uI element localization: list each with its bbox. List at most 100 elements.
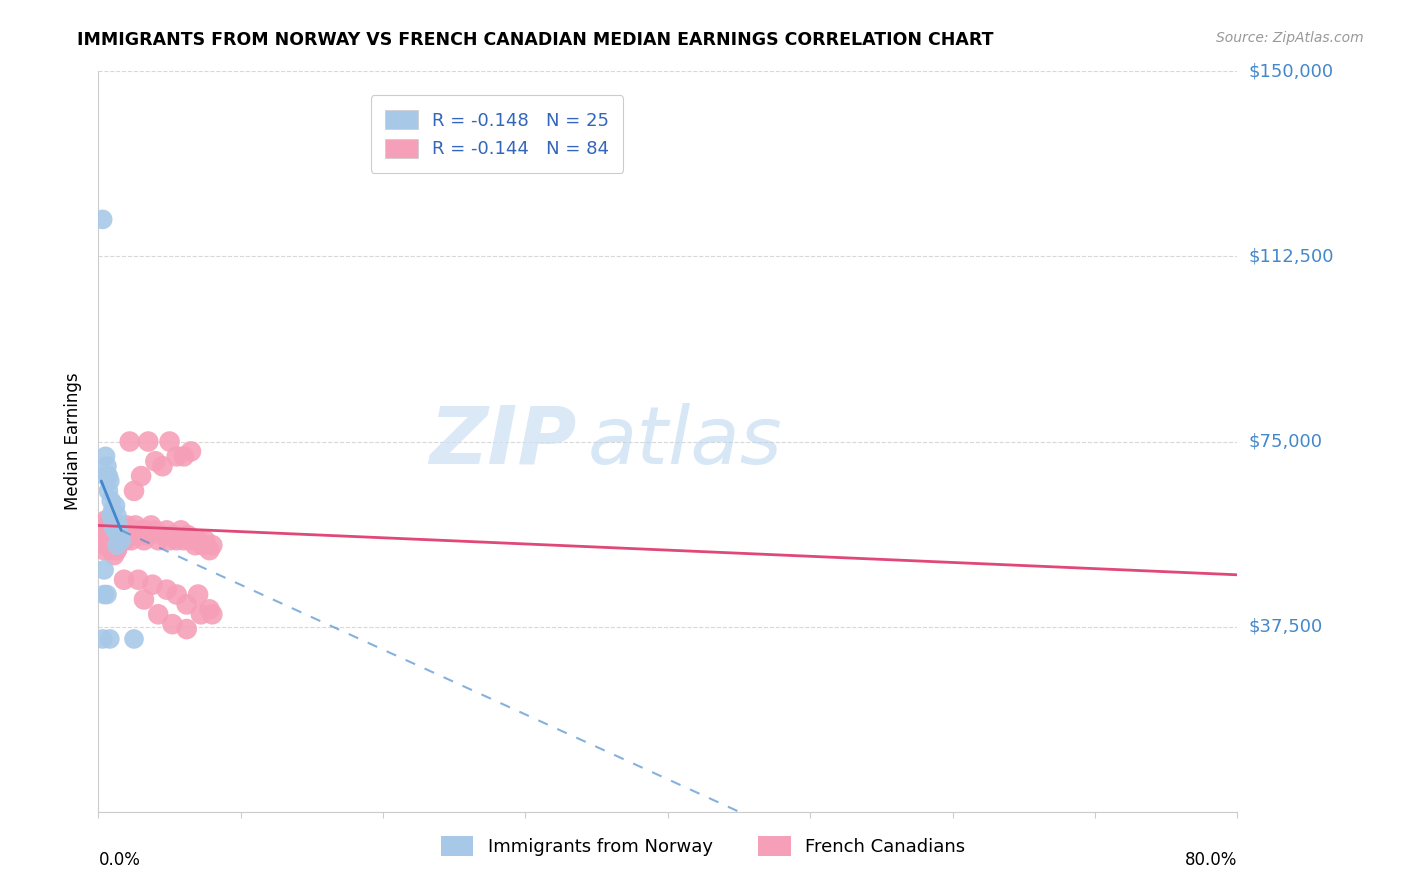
Point [162, 617, 184, 632]
Point [118, 524, 141, 538]
Point [166, 588, 188, 602]
Point [170, 524, 193, 538]
Point [132, 592, 155, 607]
Point [93, 588, 115, 602]
Point [101, 503, 124, 517]
Point [93, 524, 115, 538]
Point [104, 533, 127, 548]
Point [180, 444, 202, 458]
Point [97, 518, 120, 533]
Point [148, 533, 170, 548]
Point [176, 598, 198, 612]
Point [94, 538, 117, 552]
Point [159, 533, 181, 548]
Point [103, 514, 125, 528]
Point [91, 632, 114, 646]
Point [132, 533, 155, 548]
Point [104, 499, 127, 513]
Point [190, 607, 212, 622]
Point [156, 524, 179, 538]
Point [112, 524, 135, 538]
Point [98, 474, 121, 488]
Point [191, 538, 214, 552]
Text: $75,000: $75,000 [1249, 433, 1323, 450]
Point [145, 524, 167, 538]
Point [173, 533, 195, 548]
Point [177, 528, 200, 542]
Point [100, 493, 122, 508]
Point [94, 469, 117, 483]
Text: IMMIGRANTS FROM NORWAY VS FRENCH CANADIAN MEDIAN EARNINGS CORRELATION CHART: IMMIGRANTS FROM NORWAY VS FRENCH CANADIA… [77, 31, 994, 49]
Point [124, 518, 146, 533]
Point [101, 528, 124, 542]
Point [105, 543, 128, 558]
Point [145, 454, 167, 468]
Point [129, 469, 152, 483]
Point [90, 524, 112, 538]
Point [148, 607, 170, 622]
Point [198, 543, 221, 558]
Point [129, 524, 152, 538]
Point [100, 543, 122, 558]
Point [97, 483, 120, 498]
Point [166, 450, 188, 464]
Point [98, 533, 121, 548]
Point [120, 533, 142, 548]
Point [152, 459, 174, 474]
Point [139, 518, 162, 533]
Point [122, 483, 145, 498]
Point [97, 469, 120, 483]
Text: $112,500: $112,500 [1249, 247, 1334, 266]
Point [114, 533, 136, 548]
Point [111, 528, 134, 542]
Text: 0.0%: 0.0% [98, 851, 141, 869]
Text: 80.0%: 80.0% [1185, 851, 1237, 869]
Point [118, 434, 141, 449]
Point [104, 524, 127, 538]
Point [166, 533, 188, 548]
Point [96, 588, 118, 602]
Point [103, 548, 125, 562]
Point [117, 528, 139, 542]
Point [104, 518, 127, 533]
Point [93, 563, 115, 577]
Point [96, 533, 118, 548]
Point [110, 533, 132, 548]
Point [141, 577, 163, 591]
Point [173, 450, 195, 464]
Point [100, 518, 122, 533]
Point [107, 518, 129, 533]
Point [127, 573, 149, 587]
Legend: R = -0.148   N = 25, R = -0.144   N = 84: R = -0.148 N = 25, R = -0.144 N = 84 [371, 95, 623, 173]
Point [127, 528, 149, 542]
Point [156, 582, 179, 597]
Point [184, 538, 207, 552]
Point [91, 212, 114, 227]
Text: $37,500: $37,500 [1249, 617, 1323, 636]
Legend: Immigrants from Norway, French Canadians: Immigrants from Norway, French Canadians [432, 827, 974, 865]
Point [96, 459, 118, 474]
Point [176, 622, 198, 636]
Point [100, 508, 122, 523]
Point [180, 533, 202, 548]
Point [136, 528, 159, 542]
Point [91, 518, 114, 533]
Text: ZIP: ZIP [429, 402, 576, 481]
Point [136, 434, 159, 449]
Point [107, 528, 129, 542]
Point [201, 538, 224, 552]
Point [105, 538, 128, 552]
Point [159, 434, 181, 449]
Point [187, 588, 209, 602]
Point [101, 538, 124, 552]
Point [91, 533, 114, 548]
Point [198, 602, 221, 616]
Point [122, 524, 145, 538]
Point [108, 528, 131, 542]
Point [93, 543, 115, 558]
Point [112, 573, 135, 587]
Point [96, 524, 118, 538]
Point [94, 450, 117, 464]
Point [107, 538, 129, 552]
Point [108, 518, 131, 533]
